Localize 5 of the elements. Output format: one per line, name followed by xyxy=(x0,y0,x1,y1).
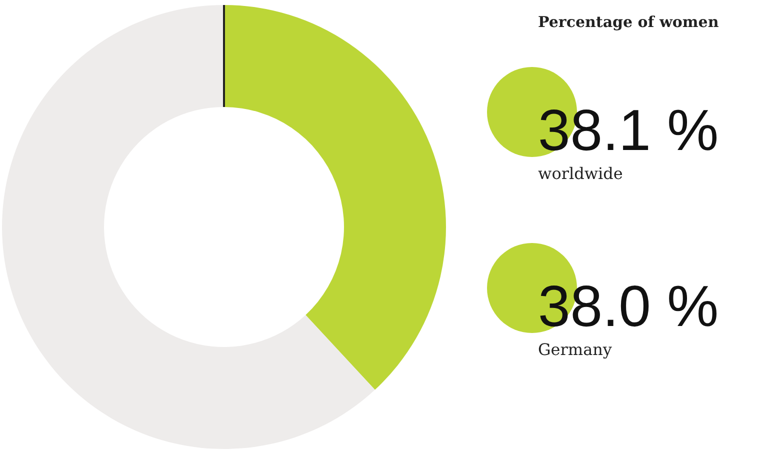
text: Percentage of women xyxy=(538,13,719,31)
text: Germany xyxy=(538,340,612,359)
donut-slice xyxy=(2,5,375,449)
text: worldwide xyxy=(538,164,623,183)
donut-slice xyxy=(224,5,446,390)
